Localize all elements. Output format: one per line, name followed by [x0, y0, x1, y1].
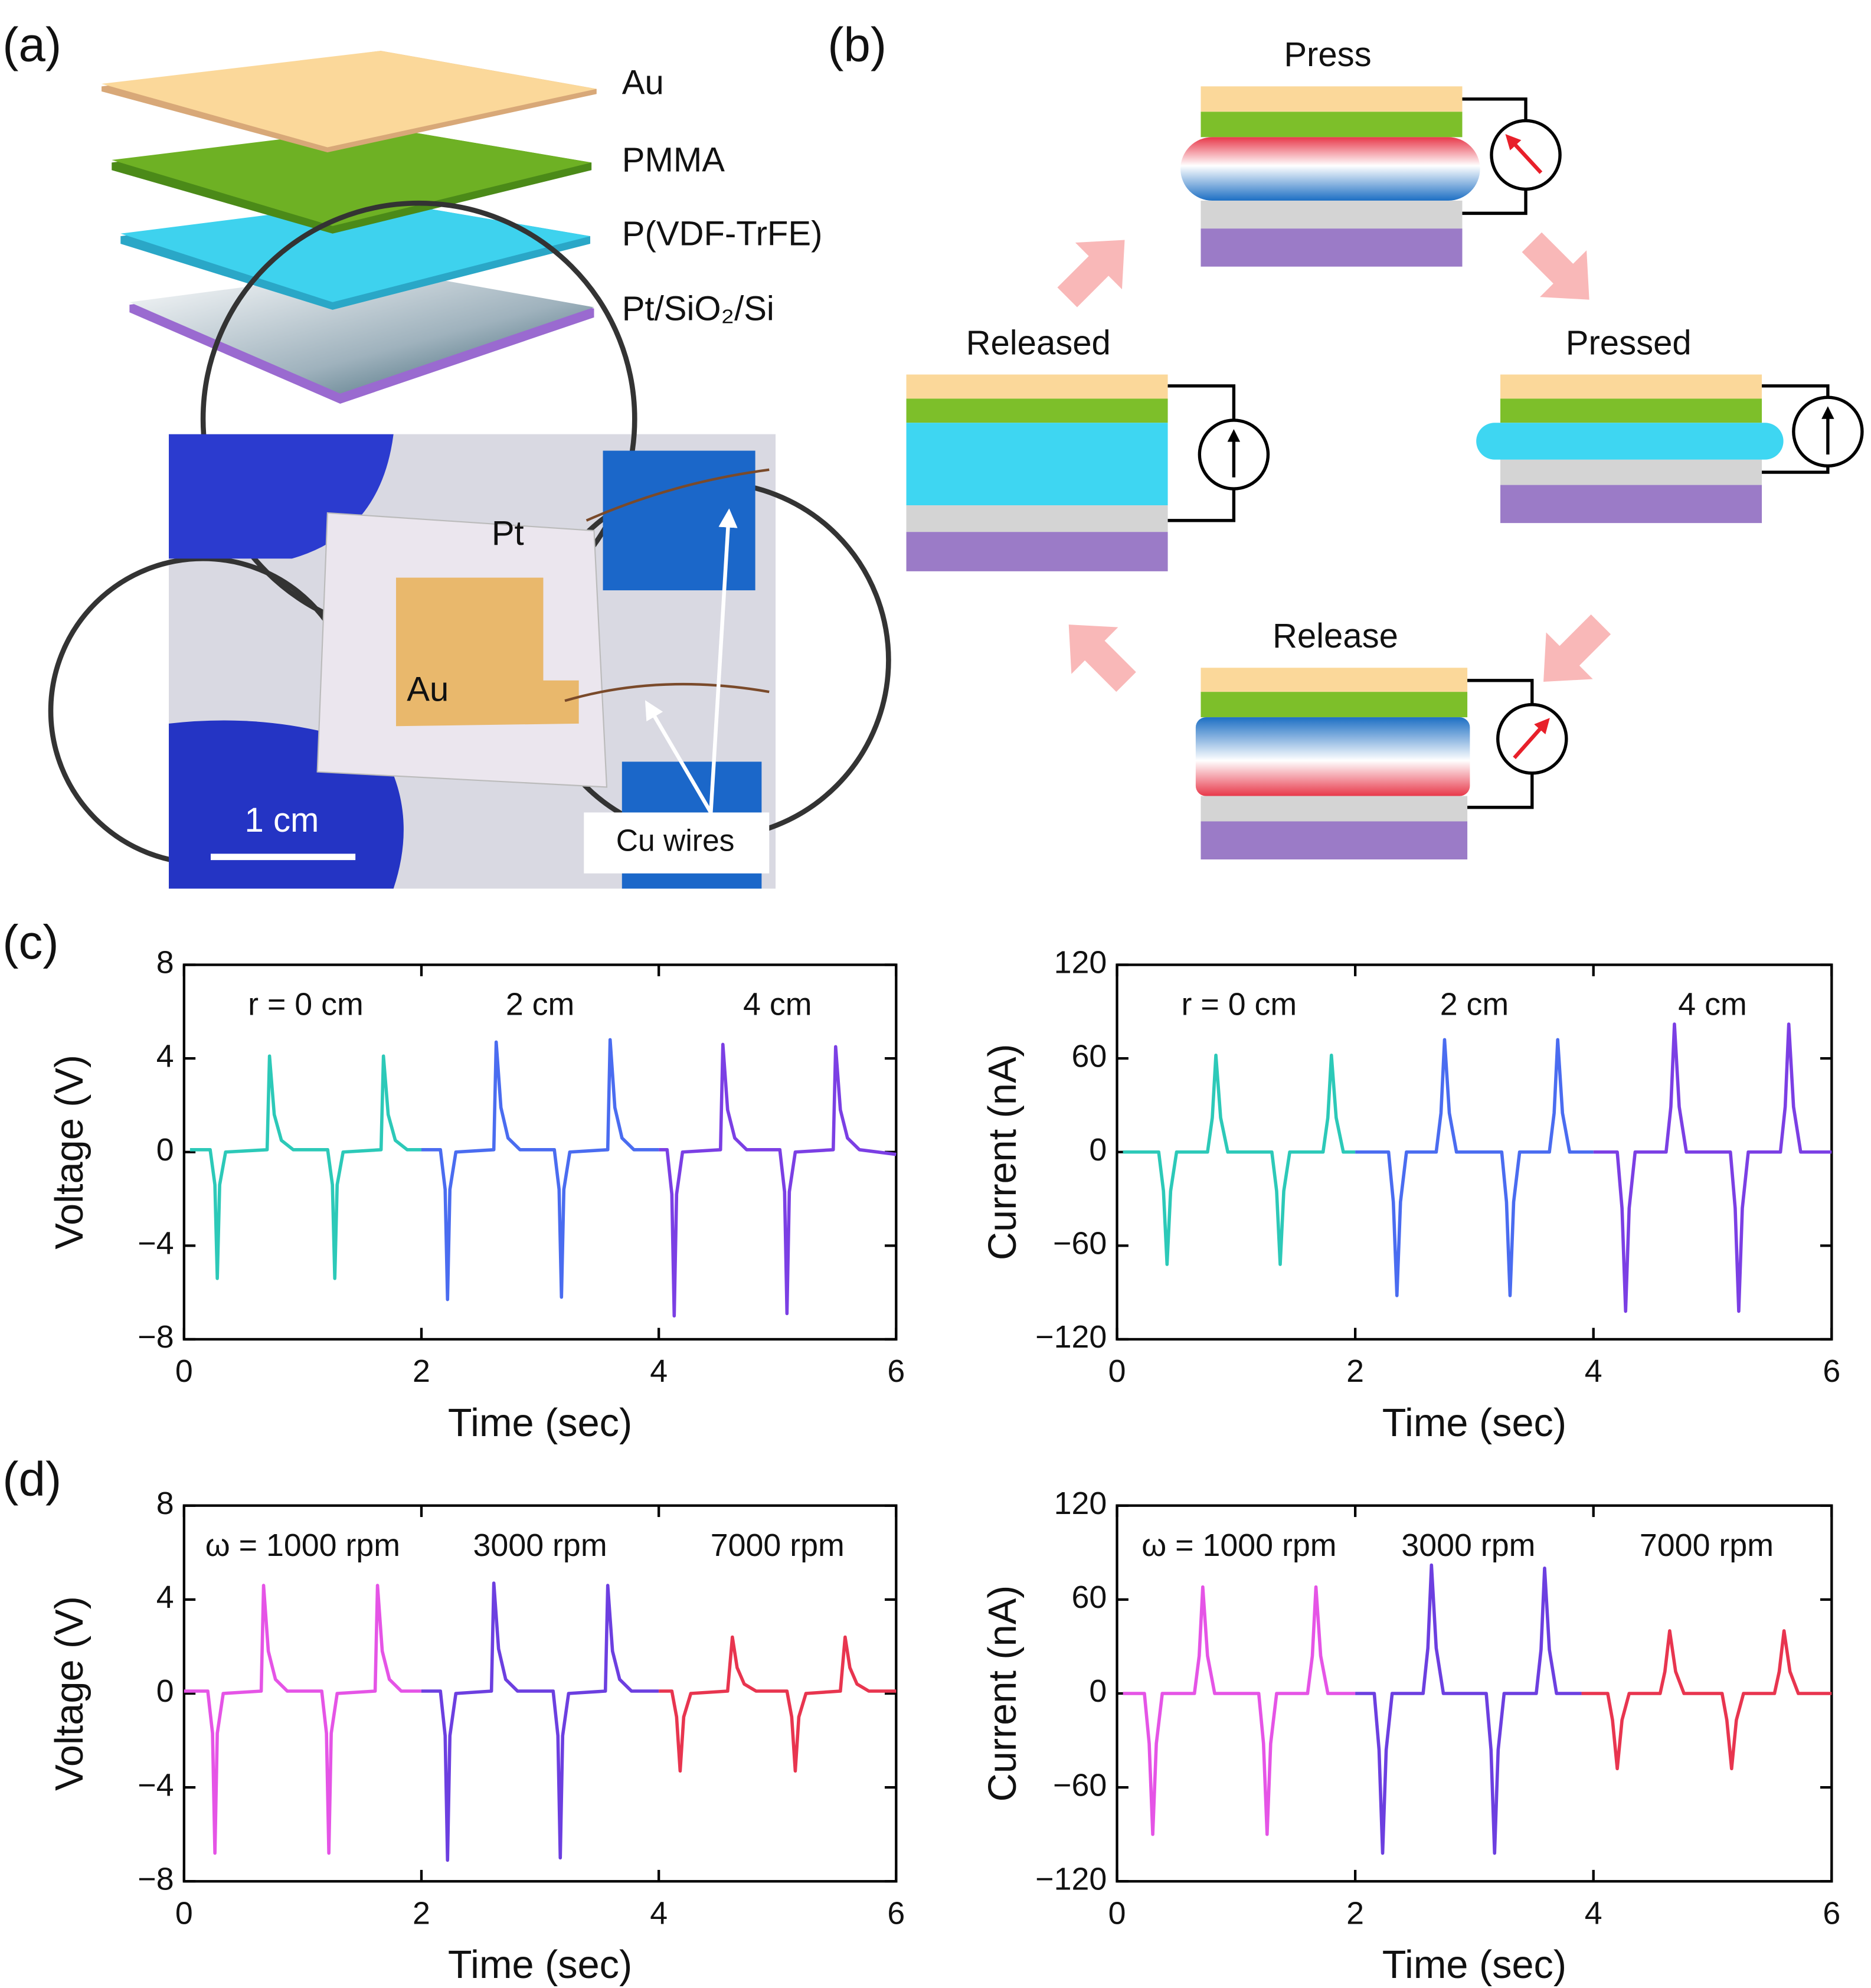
panel-label: (a) [2, 18, 61, 71]
x-axis-label: Time (sec) [1382, 1943, 1566, 1987]
x-tick-label: 6 [1823, 1896, 1840, 1931]
photo-label: Au [407, 670, 449, 708]
x-tick-label: 2 [1346, 1353, 1364, 1389]
panel-label: (d) [2, 1453, 61, 1506]
line-series [184, 1584, 422, 1855]
layer-label: PMMA [622, 141, 725, 179]
series-annotation: r = 0 cm [1182, 987, 1297, 1022]
line-series [1581, 1629, 1832, 1771]
layer-label: Au [622, 64, 664, 102]
y-tick-label: 8 [156, 945, 174, 980]
layer-stack [102, 51, 597, 404]
panel-label: (c) [2, 915, 58, 969]
y-tick-label: 60 [1072, 1038, 1107, 1074]
state-label: Released [966, 323, 1111, 362]
state-press [1180, 86, 1562, 267]
line-series [421, 1581, 659, 1862]
y-axis-label: Voltage (V) [48, 1596, 91, 1791]
y-tick-label: 120 [1054, 945, 1107, 980]
callout: Cu wires [616, 823, 735, 858]
line-series [1123, 1585, 1356, 1836]
y-axis-label: Current (nA) [981, 1044, 1025, 1260]
y-tick-label: −60 [1053, 1767, 1107, 1803]
series-annotation: ω = 1000 rpm [1141, 1528, 1336, 1563]
series-annotation: 3000 rpm [1401, 1528, 1535, 1563]
cycle-arrows [1057, 232, 1611, 692]
series-annotation: 4 cm [1678, 987, 1746, 1022]
series-annotation: 2 cm [1440, 987, 1509, 1022]
layer-label: P(VDF-TrFE) [622, 214, 823, 253]
line-series [1355, 1563, 1582, 1855]
y-tick-label: 120 [1054, 1486, 1107, 1521]
y-tick-label: −8 [138, 1861, 174, 1897]
state-label: Press [1284, 35, 1371, 74]
series-annotation: 2 cm [506, 987, 574, 1022]
x-tick-label: 6 [887, 1896, 905, 1931]
state-release [1195, 668, 1568, 860]
state-label: Pressed [1566, 323, 1692, 362]
x-tick-label: 0 [175, 1353, 193, 1389]
panel-label: (b) [827, 18, 887, 71]
series-annotation: 7000 rpm [1640, 1528, 1774, 1563]
series-annotation: 3000 rpm [473, 1528, 607, 1563]
y-tick-label: −8 [138, 1319, 174, 1355]
y-tick-label: −4 [138, 1226, 174, 1261]
line-series [1593, 1022, 1832, 1313]
x-tick-label: 6 [1823, 1353, 1840, 1389]
x-tick-label: 4 [1585, 1353, 1602, 1389]
y-tick-label: −120 [1035, 1319, 1107, 1355]
x-tick-label: 4 [1585, 1896, 1602, 1931]
line-series [659, 1042, 897, 1318]
x-tick-label: 0 [1108, 1896, 1126, 1931]
state-label: Release [1273, 617, 1398, 655]
scale-bar-label: 1 cm [245, 801, 319, 839]
x-axis-label: Time (sec) [448, 1401, 632, 1445]
series-annotation: 4 cm [743, 987, 812, 1022]
line-series [1355, 1038, 1594, 1297]
series-annotation: r = 0 cm [248, 987, 364, 1022]
x-tick-label: 2 [413, 1353, 430, 1389]
series-annotation: ω = 1000 rpm [205, 1528, 400, 1563]
y-tick-label: −60 [1053, 1226, 1107, 1261]
y-tick-label: 0 [1089, 1673, 1107, 1709]
line-series [189, 1054, 422, 1280]
x-tick-label: 6 [887, 1353, 905, 1389]
layer-label: Pt/SiO₂/Si [622, 289, 774, 328]
photo [48, 200, 891, 889]
x-tick-label: 0 [1108, 1353, 1126, 1389]
line-series [1123, 1054, 1356, 1266]
x-tick-label: 2 [413, 1896, 430, 1931]
x-tick-label: 2 [1346, 1896, 1364, 1931]
y-axis-label: Current (nA) [981, 1585, 1025, 1802]
y-axis-label: Voltage (V) [48, 1055, 91, 1250]
y-tick-label: 8 [156, 1486, 174, 1521]
y-tick-label: −120 [1035, 1861, 1107, 1897]
y-tick-label: −4 [138, 1767, 174, 1803]
y-tick-label: 0 [156, 1132, 174, 1168]
y-tick-label: 60 [1072, 1580, 1107, 1615]
x-tick-label: 4 [650, 1353, 668, 1389]
y-tick-label: 4 [156, 1038, 174, 1074]
y-tick-label: 0 [156, 1673, 174, 1709]
photo-label: Pt [492, 514, 524, 552]
y-tick-label: 0 [1089, 1132, 1107, 1168]
x-tick-label: 0 [175, 1896, 193, 1931]
series-annotation: 7000 rpm [711, 1528, 845, 1563]
x-axis-label: Time (sec) [448, 1943, 632, 1987]
x-tick-label: 4 [650, 1896, 668, 1931]
state-released [906, 374, 1270, 571]
y-tick-label: 4 [156, 1580, 174, 1615]
line-series [659, 1635, 897, 1773]
state-pressed [1476, 374, 1864, 524]
line-series [421, 1038, 659, 1302]
x-axis-label: Time (sec) [1382, 1401, 1566, 1445]
